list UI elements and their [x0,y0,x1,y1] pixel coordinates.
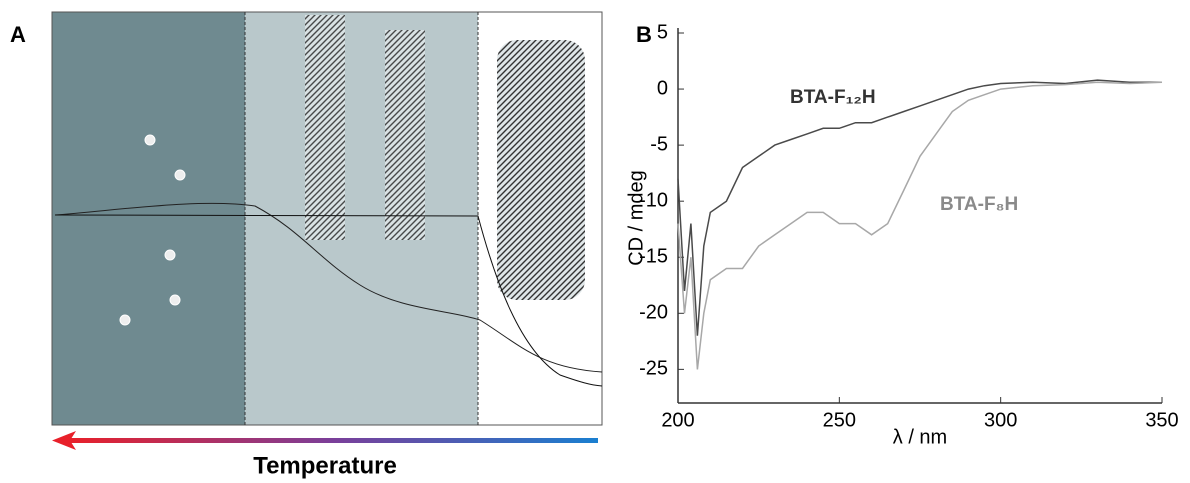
y-tick-label: 5 [657,21,668,43]
series-annotation: BTA-F₈H [940,194,1018,215]
region-stack [245,12,478,425]
y-tick-label: -15 [639,246,668,268]
x-tick-label: 200 [661,409,694,431]
stack-fiber [385,30,425,240]
panel-label: A [10,22,26,47]
stack-fiber [305,15,345,240]
x-axis-label: λ / nm [893,426,947,448]
axis-label: Temperature [253,452,397,479]
series-line [677,79,1162,336]
y-tick-label: 0 [657,77,668,99]
y-tick-label: -25 [639,358,668,380]
monomers [119,134,186,326]
x-tick-label: 250 [823,409,856,431]
curve [54,214,603,387]
arrow-head [52,431,76,450]
y-tick-label: -5 [650,133,668,155]
region-monomer [52,12,245,425]
x-tick-label: 300 [984,409,1017,431]
y-axis-label: CD / mdeg [625,170,647,266]
y-tick-label: -20 [639,302,668,324]
panel-label: B [636,22,652,47]
y-tick-label: -10 [639,189,668,211]
temperature-bar [70,438,598,443]
panel-a: A Temperature [10,11,603,479]
curve [54,202,603,373]
x-tick-label: 350 [1145,409,1178,431]
frame [51,11,603,426]
fiber-bundle [497,40,585,300]
panel-b: B CD / mdeg λ / nm BTA-F₁₂H BTA-F₈H -25 -… [625,21,1178,448]
series-annotation: BTA-F₁₂H [790,87,876,108]
series-line [677,81,1163,370]
